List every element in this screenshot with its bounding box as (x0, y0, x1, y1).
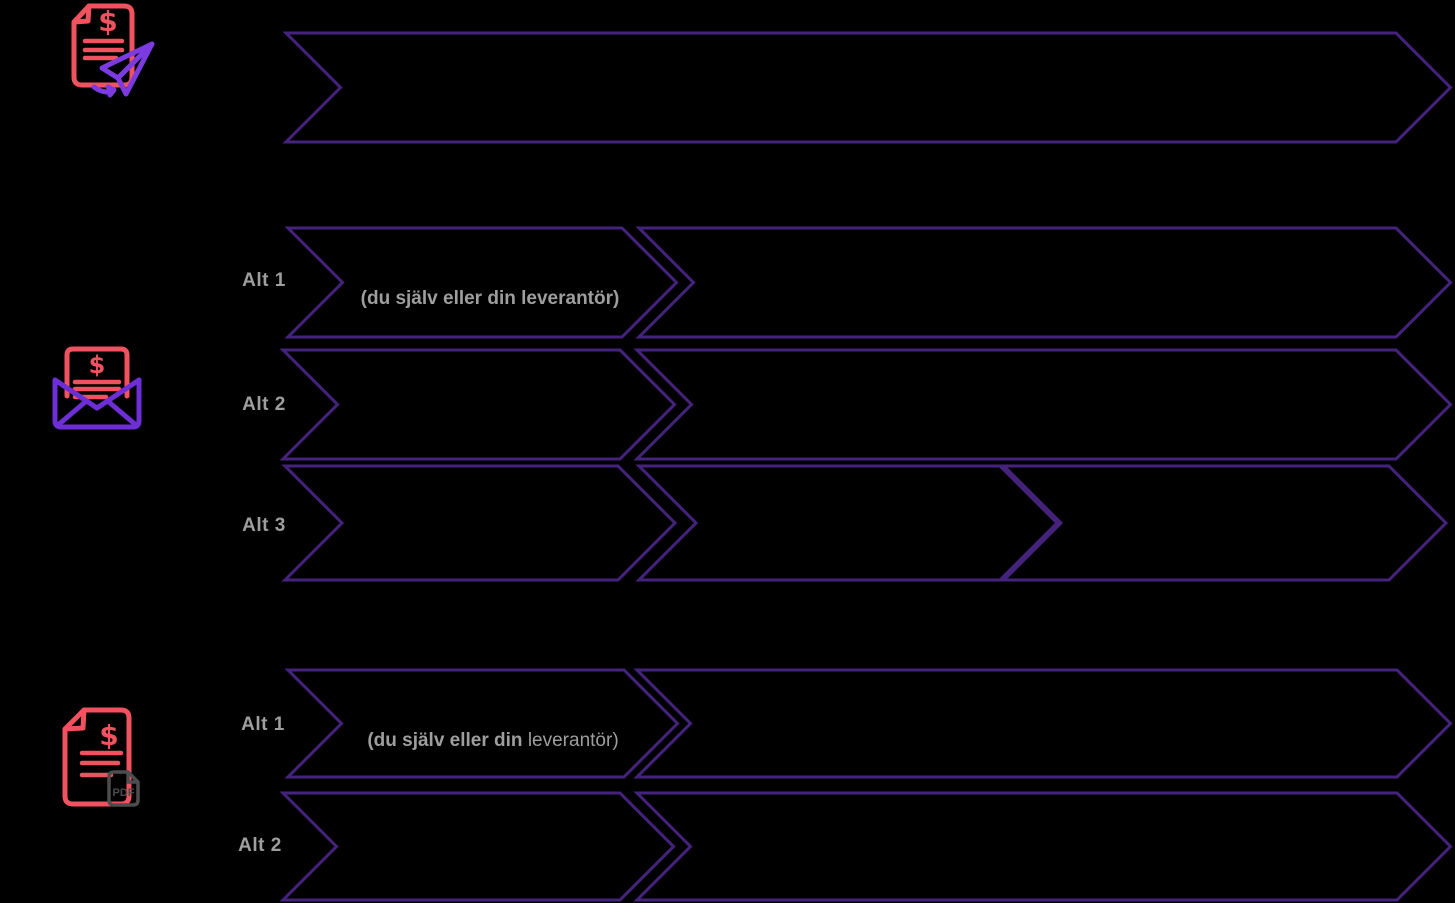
chevron-lower-alt1-step2 (633, 668, 1453, 779)
chevron-upper-alt1-step1 (284, 226, 679, 339)
chevron-top (282, 31, 1453, 144)
envelope-icon (52, 377, 142, 430)
note-lower-alt1-regular: leverantör) (522, 730, 619, 751)
chevron-lower-alt2-step2 (633, 791, 1453, 902)
dollar-sign: $ (98, 5, 117, 38)
invoice-envelope-icon: $ (52, 346, 142, 430)
invoice-pdf-icon: $ PDF (62, 707, 140, 807)
chevron-upper-alt3-step2 (635, 464, 1060, 582)
pdf-badge-text: PDF (113, 787, 135, 799)
row-label-upper-alt2: Alt 2 (242, 394, 286, 415)
paper-plane-icon (91, 41, 155, 98)
chevron-upper-alt2-step2 (633, 348, 1453, 461)
note-upper-alt1: (du själv eller din leverantör) (360, 288, 620, 309)
chevron-upper-alt2-step1 (279, 348, 677, 461)
note-lower-alt1-bold: (du själv eller din (367, 730, 523, 751)
chevron-lower-alt1-step1 (284, 668, 680, 779)
row-label-upper-alt1: Alt 1 (242, 270, 286, 291)
pdf-badge-icon: PDF (107, 770, 140, 807)
row-label-lower-alt1: Alt 1 (241, 714, 285, 735)
chevron-upper-alt3-step1 (281, 464, 678, 582)
chevron-lower-alt2-step1 (279, 791, 676, 902)
invoice-send-icon: $ (71, 3, 155, 98)
chevron-upper-alt1-step2 (635, 226, 1453, 339)
row-label-lower-alt2: Alt 2 (238, 835, 282, 856)
chevron-upper-alt3-step3 (1000, 464, 1449, 582)
note-lower-alt1: (du själv eller din leverantör) (347, 730, 639, 751)
row-label-upper-alt3: Alt 3 (242, 515, 286, 536)
dollar-sign: $ (89, 351, 106, 379)
dollar-sign: $ (99, 719, 118, 752)
